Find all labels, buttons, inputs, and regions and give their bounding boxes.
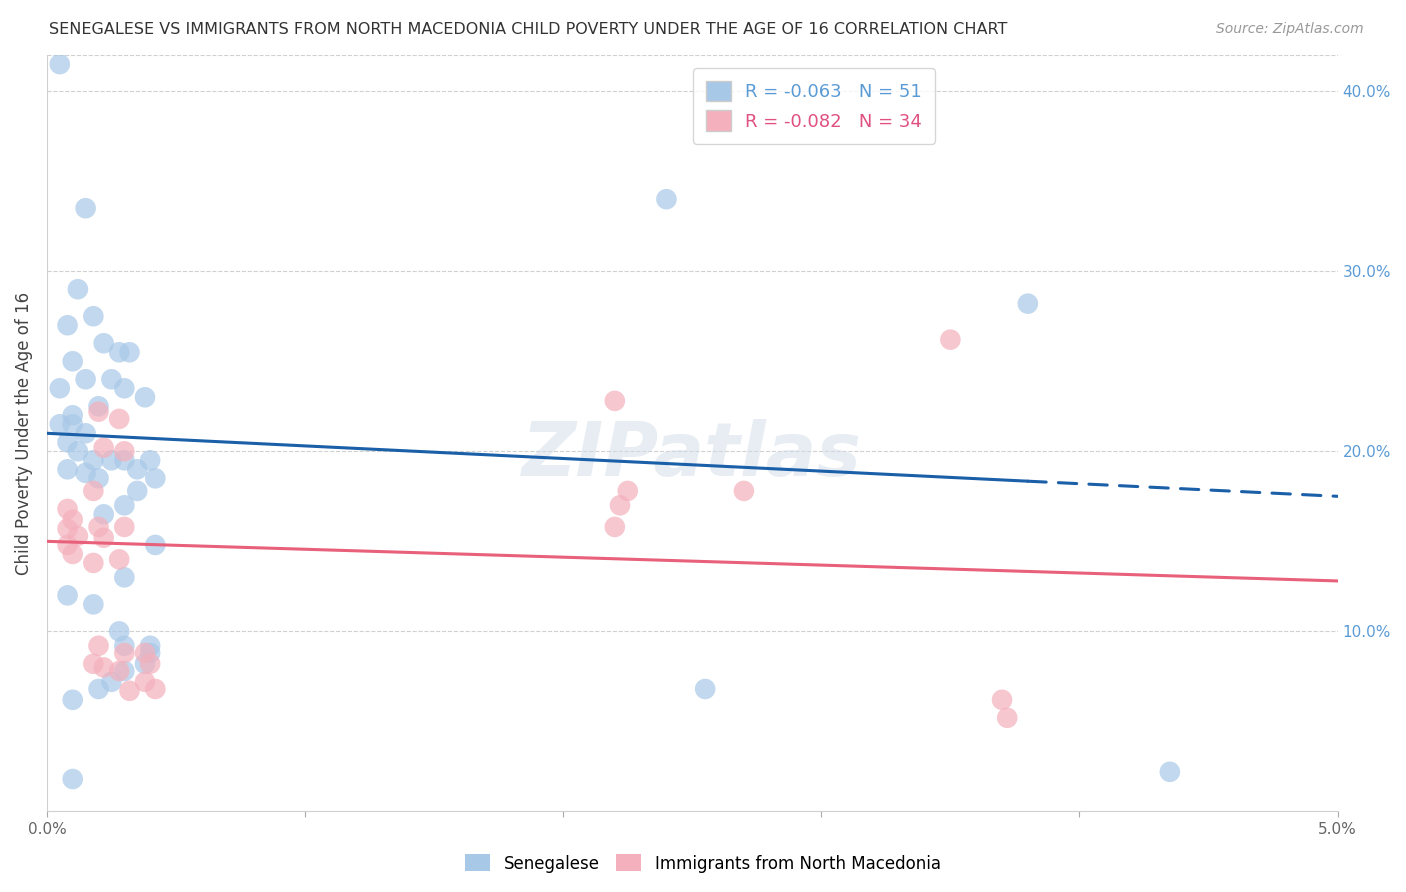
Point xyxy=(93,531,115,545)
Point xyxy=(75,466,97,480)
Point xyxy=(733,483,755,498)
Point xyxy=(108,345,131,359)
Text: SENEGALESE VS IMMIGRANTS FROM NORTH MACEDONIA CHILD POVERTY UNDER THE AGE OF 16 : SENEGALESE VS IMMIGRANTS FROM NORTH MACE… xyxy=(49,22,1008,37)
Point xyxy=(695,681,717,696)
Point xyxy=(93,336,115,351)
Point xyxy=(108,412,131,426)
Point xyxy=(56,462,79,476)
Point xyxy=(118,345,141,359)
Point xyxy=(87,399,110,413)
Point xyxy=(62,772,84,786)
Point xyxy=(134,646,156,660)
Point xyxy=(66,529,89,543)
Point xyxy=(100,674,122,689)
Point xyxy=(112,570,135,584)
Point xyxy=(134,674,156,689)
Point xyxy=(108,664,131,678)
Point xyxy=(143,681,166,696)
Point xyxy=(112,646,135,660)
Point xyxy=(134,390,156,404)
Point xyxy=(1017,296,1039,310)
Point xyxy=(87,405,110,419)
Point xyxy=(62,409,84,423)
Point xyxy=(62,513,84,527)
Point xyxy=(127,462,149,476)
Point xyxy=(139,657,162,671)
Y-axis label: Child Poverty Under the Age of 16: Child Poverty Under the Age of 16 xyxy=(15,292,32,574)
Point xyxy=(112,381,135,395)
Point xyxy=(49,57,72,71)
Point xyxy=(62,693,84,707)
Point xyxy=(100,372,122,386)
Point xyxy=(609,499,631,513)
Point xyxy=(56,522,79,536)
Point xyxy=(66,282,89,296)
Point xyxy=(56,588,79,602)
Point xyxy=(118,683,141,698)
Point xyxy=(82,598,104,612)
Point xyxy=(56,502,79,516)
Point xyxy=(82,556,104,570)
Text: ZIPatlas: ZIPatlas xyxy=(522,419,862,492)
Point xyxy=(112,499,135,513)
Point xyxy=(112,444,135,458)
Point xyxy=(49,381,72,395)
Point xyxy=(75,372,97,386)
Point xyxy=(108,624,131,639)
Point xyxy=(82,657,104,671)
Point xyxy=(112,520,135,534)
Point xyxy=(66,444,89,458)
Point xyxy=(62,417,84,432)
Point xyxy=(56,538,79,552)
Point xyxy=(93,660,115,674)
Point xyxy=(139,639,162,653)
Point xyxy=(139,453,162,467)
Point xyxy=(991,693,1014,707)
Point xyxy=(82,310,104,324)
Point xyxy=(134,657,156,671)
Point xyxy=(87,520,110,534)
Point xyxy=(112,664,135,678)
Point xyxy=(93,508,115,522)
Point xyxy=(939,333,962,347)
Point xyxy=(616,483,638,498)
Point xyxy=(1159,764,1181,779)
Legend: R = -0.063   N = 51, R = -0.082   N = 34: R = -0.063 N = 51, R = -0.082 N = 34 xyxy=(693,68,935,144)
Point xyxy=(62,354,84,368)
Point xyxy=(112,453,135,467)
Point xyxy=(603,520,626,534)
Point xyxy=(49,417,72,432)
Point xyxy=(87,639,110,653)
Point xyxy=(82,453,104,467)
Point xyxy=(139,646,162,660)
Point xyxy=(127,483,149,498)
Point xyxy=(87,471,110,485)
Point xyxy=(82,483,104,498)
Point xyxy=(75,201,97,215)
Text: Source: ZipAtlas.com: Source: ZipAtlas.com xyxy=(1216,22,1364,37)
Point xyxy=(100,453,122,467)
Point xyxy=(108,552,131,566)
Point xyxy=(655,192,678,206)
Point xyxy=(995,711,1018,725)
Point xyxy=(143,471,166,485)
Point xyxy=(75,426,97,441)
Point xyxy=(87,681,110,696)
Point xyxy=(62,547,84,561)
Point xyxy=(143,538,166,552)
Point xyxy=(93,441,115,455)
Point xyxy=(112,639,135,653)
Legend: Senegalese, Immigrants from North Macedonia: Senegalese, Immigrants from North Macedo… xyxy=(458,847,948,880)
Point xyxy=(603,393,626,408)
Point xyxy=(56,435,79,450)
Point xyxy=(56,318,79,333)
